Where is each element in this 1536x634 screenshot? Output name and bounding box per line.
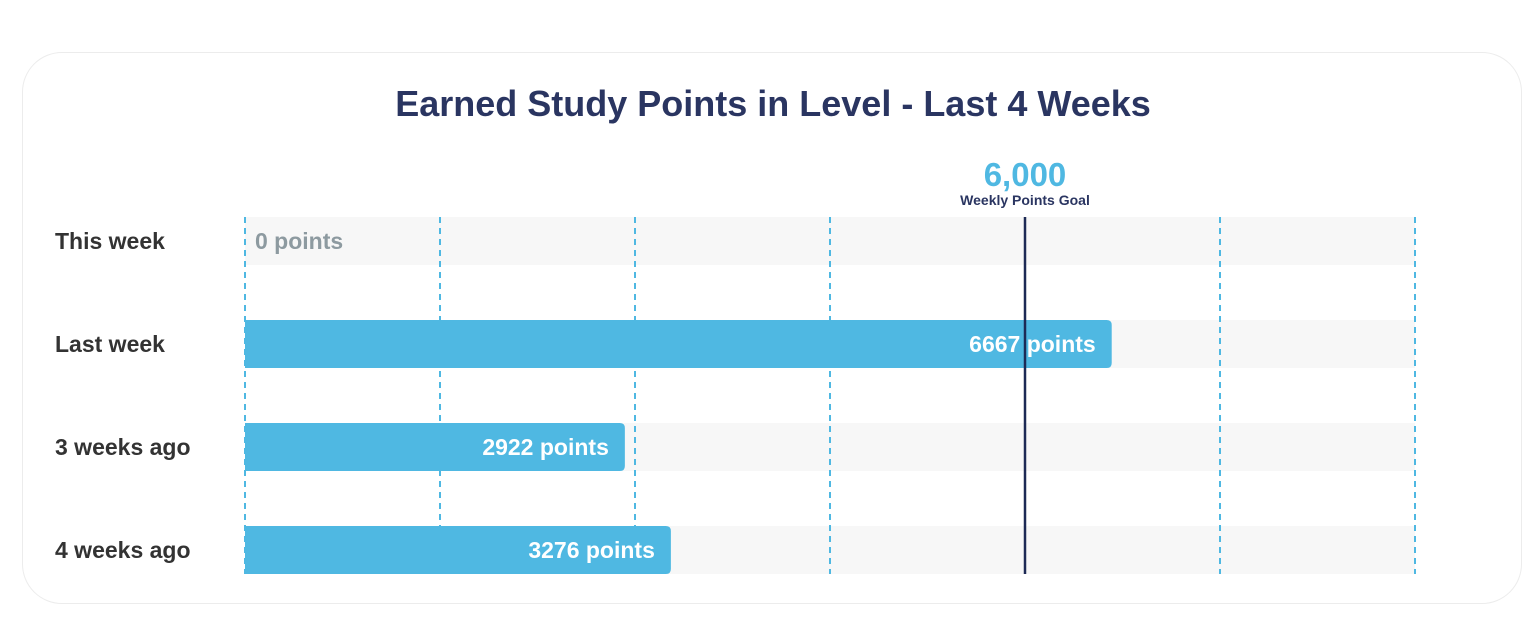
bar-value-label: 6667 points bbox=[969, 331, 1096, 357]
category-label: Last week bbox=[55, 331, 165, 357]
bar bbox=[245, 320, 1112, 368]
category-label: 3 weeks ago bbox=[55, 434, 191, 460]
category-label: 4 weeks ago bbox=[55, 537, 191, 563]
bar-value-label: 2922 points bbox=[482, 434, 609, 460]
goal-value: 6,000 bbox=[984, 156, 1067, 193]
bar-value-label: 3276 points bbox=[528, 537, 655, 563]
goal-caption: Weekly Points Goal bbox=[960, 192, 1090, 208]
category-label: This week bbox=[55, 228, 165, 254]
bar bbox=[245, 423, 625, 471]
bar-value-label: 0 points bbox=[255, 228, 343, 254]
chart-title: Earned Study Points in Level - Last 4 We… bbox=[395, 83, 1151, 124]
bar bbox=[245, 526, 671, 574]
